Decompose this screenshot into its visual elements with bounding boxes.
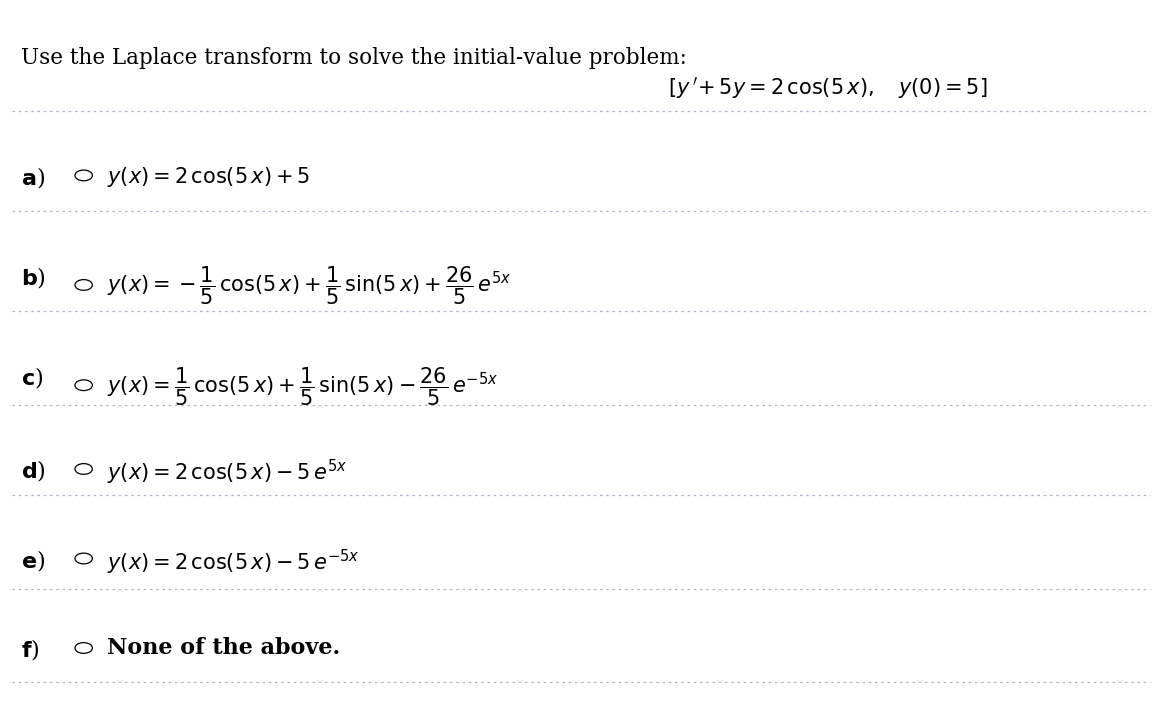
Text: $\mathbf{c}$): $\mathbf{c}$) xyxy=(21,365,43,390)
Text: $\mathbf{f}$): $\mathbf{f}$) xyxy=(21,637,40,662)
Text: $y(x)=2\,\mathrm{cos}(5\,x)+5$: $y(x)=2\,\mathrm{cos}(5\,x)+5$ xyxy=(107,165,310,189)
Text: $y(x)=2\,\mathrm{cos}(5\,x)-5\,e^{-5x}$: $y(x)=2\,\mathrm{cos}(5\,x)-5\,e^{-5x}$ xyxy=(107,548,359,577)
Text: $\mathbf{a}$): $\mathbf{a}$) xyxy=(21,165,45,190)
Text: $\mathbf{d}$): $\mathbf{d}$) xyxy=(21,458,45,483)
Text: $y(x)=2\,\mathrm{cos}(5\,x)-5\,e^{5x}$: $y(x)=2\,\mathrm{cos}(5\,x)-5\,e^{5x}$ xyxy=(107,458,347,488)
Text: $[y\,'\!+5y=2\,\mathrm{cos}(5\,x),\quad y(0)=5]$: $[y\,'\!+5y=2\,\mathrm{cos}(5\,x),\quad … xyxy=(668,75,988,101)
Text: $y(x)=\dfrac{1}{5}\,\mathrm{cos}(5\,x)+\dfrac{1}{5}\,\mathrm{sin}(5\,x)-\dfrac{2: $y(x)=\dfrac{1}{5}\,\mathrm{cos}(5\,x)+\… xyxy=(107,365,498,407)
Text: $\mathbf{b}$): $\mathbf{b}$) xyxy=(21,265,45,290)
Text: $\mathbf{e}$): $\mathbf{e}$) xyxy=(21,548,45,573)
Text: None of the above.: None of the above. xyxy=(107,637,340,659)
Text: Use the Laplace transform to solve the initial-value problem:: Use the Laplace transform to solve the i… xyxy=(21,47,687,69)
Text: $y(x)=-\dfrac{1}{5}\,\mathrm{cos}(5\,x)+\dfrac{1}{5}\,\mathrm{sin}(5\,x)+\dfrac{: $y(x)=-\dfrac{1}{5}\,\mathrm{cos}(5\,x)+… xyxy=(107,265,511,307)
